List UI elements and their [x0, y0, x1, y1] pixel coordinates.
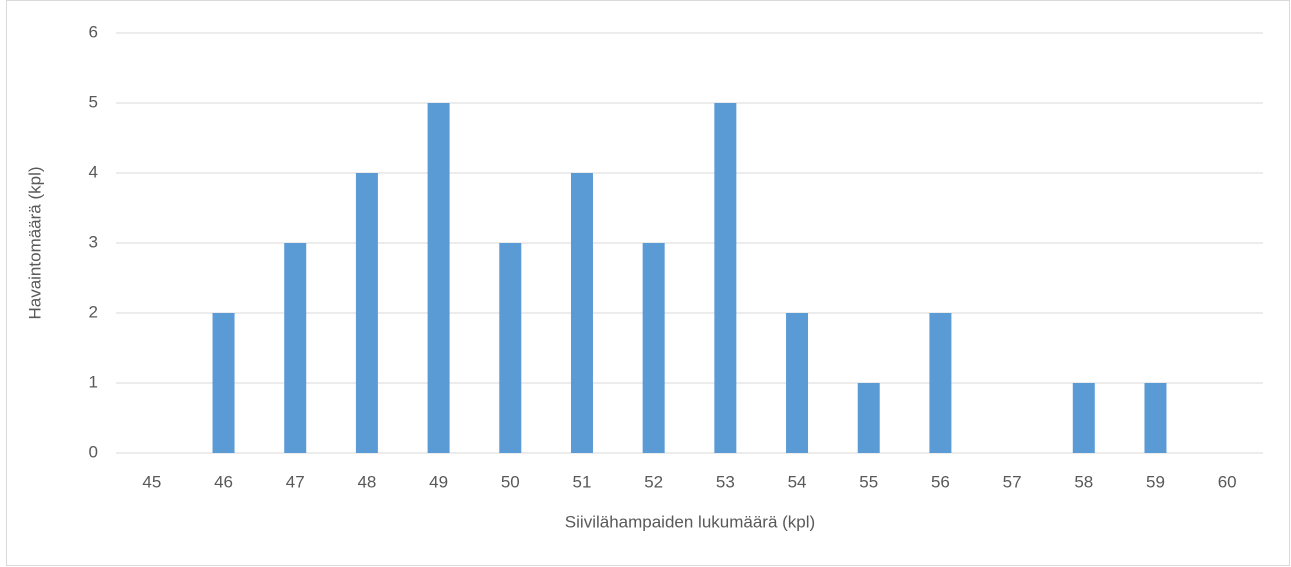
x-tick-label: 60 — [1218, 472, 1237, 491]
y-tick-label: 2 — [89, 302, 98, 321]
x-tick-label: 48 — [357, 472, 376, 491]
y-tick-label: 5 — [89, 92, 98, 111]
bar — [499, 243, 522, 453]
x-tick-label: 55 — [859, 472, 878, 491]
x-tick-label: 51 — [573, 472, 592, 491]
y-tick-label: 0 — [89, 442, 98, 461]
x-tick-label: 56 — [931, 472, 950, 491]
x-tick-label: 49 — [429, 472, 448, 491]
x-tick-label: 53 — [716, 472, 735, 491]
bar — [714, 103, 737, 453]
bar — [212, 313, 235, 453]
x-tick-label: 47 — [286, 472, 305, 491]
x-tick-label: 59 — [1146, 472, 1165, 491]
bar — [355, 173, 378, 453]
y-tick-label: 6 — [89, 22, 98, 41]
y-tick-label: 4 — [89, 162, 98, 181]
bar — [284, 243, 307, 453]
bar — [1144, 383, 1167, 453]
x-tick-label: 52 — [644, 472, 663, 491]
x-tick-label: 50 — [501, 472, 520, 491]
x-tick-label: 54 — [788, 472, 807, 491]
x-tick-label: 58 — [1074, 472, 1093, 491]
y-tick-label: 3 — [89, 232, 98, 251]
x-tick-label: 57 — [1003, 472, 1022, 491]
bar — [1072, 383, 1095, 453]
x-axis-title: Siivilähampaiden lukumäärä (kpl) — [565, 512, 815, 531]
bar — [857, 383, 880, 453]
bar — [570, 173, 593, 453]
y-axis-title: Havaintomäärä (kpl) — [25, 166, 44, 319]
y-tick-label: 1 — [89, 372, 98, 391]
x-tick-label: 46 — [214, 472, 233, 491]
bar — [642, 243, 665, 453]
bar — [786, 313, 809, 453]
bar — [427, 103, 450, 453]
bar — [929, 313, 952, 453]
x-tick-label: 45 — [142, 472, 161, 491]
